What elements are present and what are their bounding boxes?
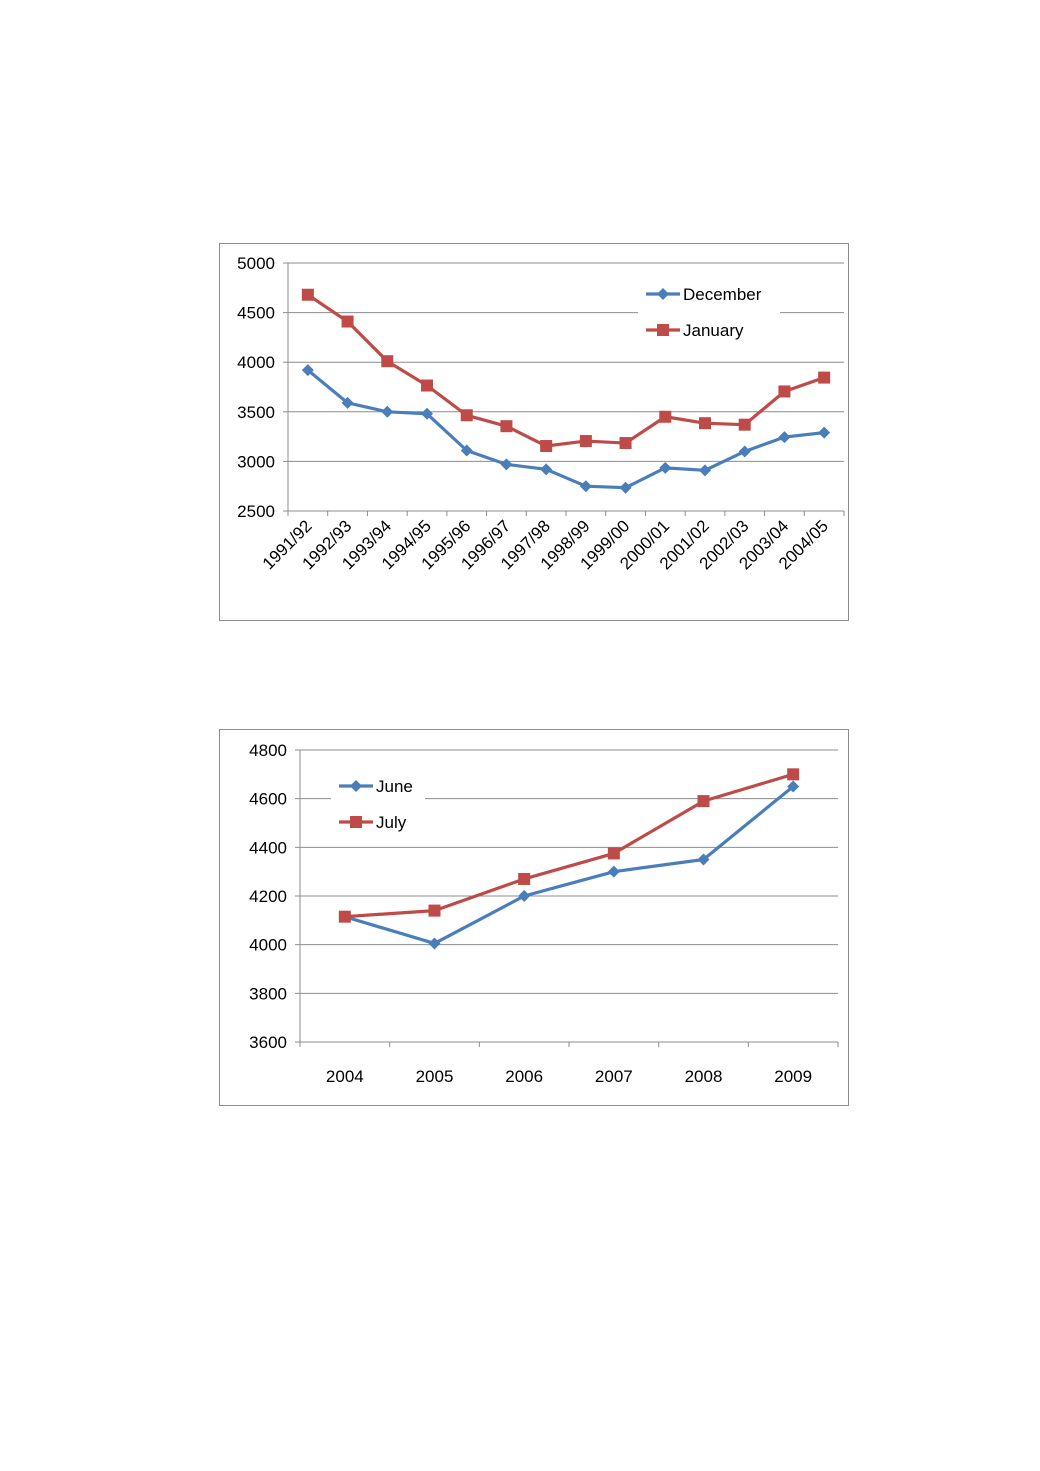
data-point-july — [787, 768, 800, 781]
data-point-january — [619, 437, 632, 450]
data-point-july — [518, 872, 531, 885]
data-point-january — [500, 420, 513, 433]
chart-june-july: 3600 3800 4000 4200 4400 4600 4800 2004 2005 2006… — [219, 729, 849, 1106]
x-tick-label: 2007 — [595, 1067, 633, 1086]
data-point-january — [301, 288, 314, 301]
legend-label: July — [376, 813, 407, 832]
series-line-june — [344, 785, 795, 946]
chart-december-january: 2500 3000 3500 4000 4500 5000 1991/92 1992/93 19… — [219, 243, 849, 621]
y-tick-label: 4000 — [249, 936, 287, 955]
data-point-december — [460, 444, 473, 457]
data-point-december — [738, 445, 751, 458]
data-point-june — [697, 853, 710, 866]
data-point-december — [579, 480, 592, 493]
data-point-january — [460, 409, 473, 422]
data-point-july — [697, 795, 710, 808]
data-point-december — [421, 407, 433, 420]
data-point-july — [428, 904, 441, 917]
data-point-january — [778, 385, 791, 398]
series-line-december — [306, 368, 825, 490]
data-point-january — [738, 418, 751, 431]
y-tick-label: 3600 — [249, 1033, 287, 1052]
legend-label: January — [683, 321, 744, 340]
series-line-july — [344, 772, 794, 919]
data-point-december — [500, 458, 513, 471]
data-point-december — [659, 461, 672, 474]
data-point-january — [579, 435, 592, 448]
data-point-december — [381, 405, 394, 418]
x-tick-label: 2009 — [774, 1067, 812, 1086]
data-point-june — [518, 890, 531, 902]
x-tick-label: 2008 — [685, 1067, 723, 1086]
data-point-december — [818, 426, 831, 439]
legend-box — [331, 766, 425, 842]
data-point-january — [699, 417, 711, 430]
x-tick-label: 2004 — [326, 1067, 364, 1086]
chart-1-svg: 2500300035004000450050001991/921992/9319… — [237, 254, 845, 573]
x-tick-label: 2005 — [416, 1067, 454, 1086]
y-tick-label: 4200 — [249, 887, 287, 906]
series-line-january — [306, 293, 825, 448]
data-point-january — [540, 440, 553, 453]
data-point-june — [428, 937, 441, 950]
y-tick-label: 3000 — [237, 452, 275, 471]
data-point-december — [778, 431, 791, 444]
legend-label: June — [376, 777, 413, 796]
data-point-december — [341, 396, 354, 409]
y-tick-label: 3800 — [249, 984, 287, 1003]
data-point-january — [818, 371, 831, 384]
legend-box — [638, 274, 780, 350]
data-point-december — [301, 364, 314, 377]
data-point-july — [338, 910, 351, 923]
data-point-january — [421, 379, 433, 392]
data-point-january — [341, 315, 354, 328]
y-tick-label: 2500 — [237, 502, 275, 521]
y-tick-label: 4400 — [249, 838, 287, 857]
data-point-june — [787, 780, 800, 793]
chart-2-svg: 3600 3800 4000 4200 4400 4600 4800 2004 2005 2006… — [249, 741, 839, 1086]
y-tick-label: 4000 — [237, 353, 275, 372]
legend-marker — [350, 816, 362, 828]
data-point-december — [699, 464, 711, 477]
data-point-june — [607, 865, 620, 878]
y-tick-label: 4800 — [249, 741, 287, 760]
legend-label: December — [683, 285, 762, 304]
legend-marker — [350, 780, 362, 792]
data-point-december — [540, 463, 553, 476]
x-tick-label: 2006 — [505, 1067, 543, 1086]
legend-marker — [657, 288, 669, 300]
y-tick-label: 4600 — [249, 790, 287, 809]
y-tick-label: 5000 — [237, 254, 275, 273]
data-point-july — [607, 847, 620, 860]
y-tick-label: 3500 — [237, 403, 275, 422]
data-point-december — [619, 481, 632, 494]
data-point-january — [381, 355, 394, 368]
y-tick-label: 4500 — [237, 304, 275, 323]
data-point-january — [659, 410, 672, 423]
legend-marker — [657, 324, 669, 336]
